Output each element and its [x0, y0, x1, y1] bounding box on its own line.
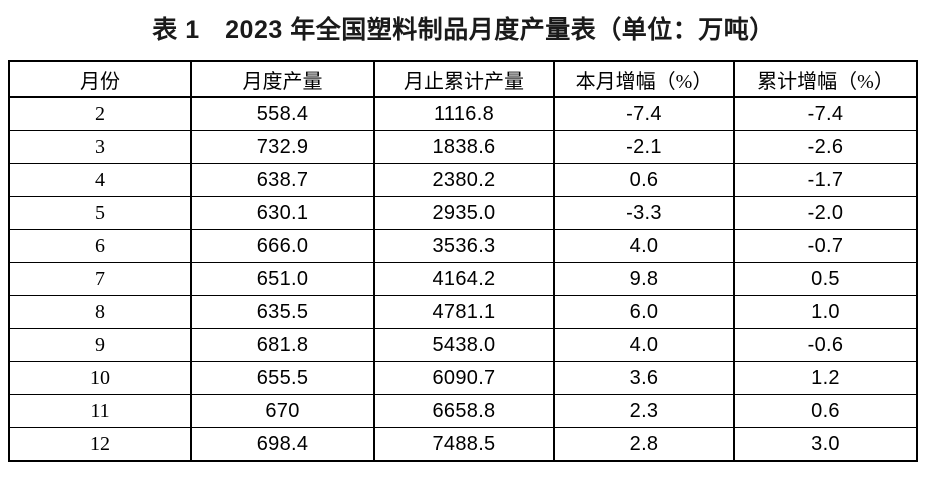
value-cell: -2.0 [733, 196, 918, 230]
table-row: 11 670 6658.8 2.3 0.6 [8, 394, 918, 428]
month-cell: 2 [8, 96, 192, 131]
month-cell: 4 [8, 163, 192, 197]
production-table: 月份 月度产量 月止累计产量 本月增幅（%） 累计增幅（%） 2 558.4 111… [8, 60, 918, 462]
month-cell: 12 [8, 427, 192, 462]
value-cell: 4.0 [553, 328, 735, 362]
table-row: 2 558.4 1116.8 -7.4 -7.4 [8, 96, 918, 131]
column-header-monthly-output: 月度产量 [190, 60, 375, 98]
value-cell: 0.6 [553, 163, 735, 197]
month-cell: 5 [8, 196, 192, 230]
value-cell: 2935.0 [373, 196, 555, 230]
table-row: 8 635.5 4781.1 6.0 1.0 [8, 295, 918, 329]
value-cell: 681.8 [190, 328, 375, 362]
value-cell: 1.0 [733, 295, 918, 329]
month-cell: 10 [8, 361, 192, 395]
table-row: 7 651.0 4164.2 9.8 0.5 [8, 262, 918, 296]
value-cell: 9.8 [553, 262, 735, 296]
value-cell: 3.6 [553, 361, 735, 395]
value-cell: -3.3 [553, 196, 735, 230]
table-body: 2 558.4 1116.8 -7.4 -7.4 3 732.9 1838.6 -2.1 -2.6… [8, 96, 918, 462]
value-cell: -0.6 [733, 328, 918, 362]
value-cell: -7.4 [733, 96, 918, 131]
value-cell: 670 [190, 394, 375, 428]
value-cell: 3.0 [733, 427, 918, 462]
value-cell: 558.4 [190, 96, 375, 131]
value-cell: 4.0 [553, 229, 735, 263]
month-cell: 8 [8, 295, 192, 329]
month-cell: 7 [8, 262, 192, 296]
header-row: 月份 月度产量 月止累计产量 本月增幅（%） 累计增幅（%） [8, 60, 918, 98]
table-row: 12 698.4 7488.5 2.8 3.0 [8, 427, 918, 462]
value-cell: 638.7 [190, 163, 375, 197]
value-cell: 7488.5 [373, 427, 555, 462]
value-cell: -1.7 [733, 163, 918, 197]
value-cell: 6090.7 [373, 361, 555, 395]
column-header-month: 月份 [8, 60, 192, 98]
value-cell: 666.0 [190, 229, 375, 263]
column-header-cumulative-output: 月止累计产量 [373, 60, 555, 98]
table-row: 3 732.9 1838.6 -2.1 -2.6 [8, 130, 918, 164]
value-cell: -2.6 [733, 130, 918, 164]
value-cell: 5438.0 [373, 328, 555, 362]
value-cell: -2.1 [553, 130, 735, 164]
value-cell: -7.4 [553, 96, 735, 131]
value-cell: 0.6 [733, 394, 918, 428]
value-cell: 655.5 [190, 361, 375, 395]
value-cell: 6.0 [553, 295, 735, 329]
table-row: 5 630.1 2935.0 -3.3 -2.0 [8, 196, 918, 230]
column-header-cumulative-growth: 累计增幅（%） [733, 60, 918, 98]
month-cell: 9 [8, 328, 192, 362]
value-cell: 2.3 [553, 394, 735, 428]
value-cell: 1.2 [733, 361, 918, 395]
value-cell: 635.5 [190, 295, 375, 329]
table-row: 9 681.8 5438.0 4.0 -0.6 [8, 328, 918, 362]
month-cell: 3 [8, 130, 192, 164]
value-cell: 698.4 [190, 427, 375, 462]
table-row: 4 638.7 2380.2 0.6 -1.7 [8, 163, 918, 197]
value-cell: 2.8 [553, 427, 735, 462]
month-cell: 6 [8, 229, 192, 263]
table-row: 10 655.5 6090.7 3.6 1.2 [8, 361, 918, 395]
value-cell: 732.9 [190, 130, 375, 164]
table-header: 月份 月度产量 月止累计产量 本月增幅（%） 累计增幅（%） [8, 60, 918, 98]
value-cell: 1116.8 [373, 96, 555, 131]
value-cell: 651.0 [190, 262, 375, 296]
month-cell: 11 [8, 394, 192, 428]
table-title: 表 1 2023 年全国塑料制品月度产量表（单位：万吨） [152, 16, 775, 44]
table-row: 6 666.0 3536.3 4.0 -0.7 [8, 229, 918, 263]
value-cell: 0.5 [733, 262, 918, 296]
value-cell: 2380.2 [373, 163, 555, 197]
value-cell: -0.7 [733, 229, 918, 263]
value-cell: 4781.1 [373, 295, 555, 329]
value-cell: 630.1 [190, 196, 375, 230]
value-cell: 3536.3 [373, 229, 555, 263]
value-cell: 4164.2 [373, 262, 555, 296]
column-header-month-growth: 本月增幅（%） [553, 60, 735, 98]
value-cell: 1838.6 [373, 130, 555, 164]
value-cell: 6658.8 [373, 394, 555, 428]
